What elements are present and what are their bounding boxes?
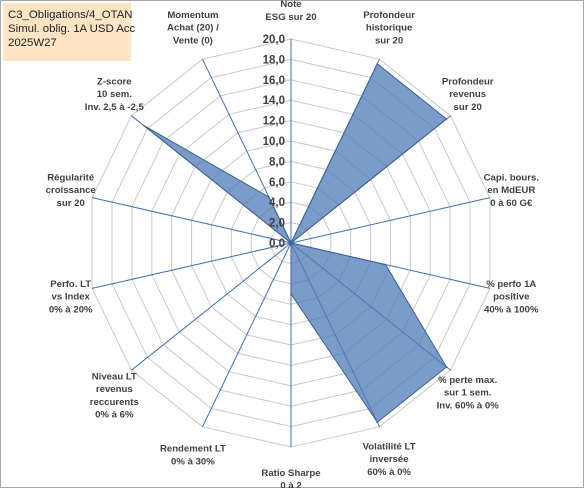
axis-label-line: croissance xyxy=(46,185,96,196)
axis-label-line: Régularité xyxy=(47,172,94,183)
axis-label-line: Volatilité LT xyxy=(363,441,416,452)
series-area xyxy=(143,63,448,423)
axis-label-line: historique xyxy=(366,23,412,34)
radar-spoke xyxy=(91,242,292,289)
axis-label-line: Achat (20) / xyxy=(167,23,219,34)
series-point xyxy=(445,366,448,368)
axis-label-line: Note xyxy=(280,0,301,10)
series-point xyxy=(268,196,270,198)
tick-label: 16,0 xyxy=(263,75,285,87)
axis-label-line: 0% à 6% xyxy=(95,410,134,421)
axis-label-line: inversée xyxy=(370,454,409,465)
radar-series xyxy=(142,63,448,424)
axis-label-line: % perte max. xyxy=(438,375,497,386)
axis-label-line: revenus xyxy=(449,89,486,100)
axis-label-11: Perfo. LT vs Index 0% à 20% xyxy=(49,279,93,316)
axis-label-line: Profondeur xyxy=(442,76,494,87)
axis-label-line: sur 20 xyxy=(375,36,403,47)
series-point xyxy=(376,421,379,424)
axis-label-9: Rendement LT 0% à 30% xyxy=(160,444,226,468)
axis-label-line: 0% à 20% xyxy=(49,305,93,316)
axis-label-line: ESG sur 20 xyxy=(265,12,316,23)
tick-label: 4,0 xyxy=(269,197,285,209)
series-point xyxy=(290,242,292,244)
axis-label-line: Capi. bours. xyxy=(484,172,539,183)
axis-label-line: Perfo. LT xyxy=(50,279,91,290)
axis-label-line: reccurents xyxy=(90,397,139,408)
axis-label-10: Niveau LT revenus reccurents 0% à 6% xyxy=(90,371,139,420)
axis-label-line: sur 20 xyxy=(454,102,482,113)
axis-label-line: sur 20 xyxy=(57,198,85,209)
axis-label-line: Vente (0) xyxy=(173,36,213,47)
axis-label-line: Profondeur xyxy=(363,10,415,21)
axis-label-line: 0% à 30% xyxy=(171,457,215,468)
series-point xyxy=(445,118,448,120)
axis-label-line: Momentum xyxy=(167,10,218,21)
axis-label-line: 40% à 100% xyxy=(484,305,539,316)
tick-label: 12,0 xyxy=(263,116,285,128)
axis-label-line: % perfo 1A xyxy=(486,279,536,290)
radar-axis-labels: Note ESG sur 20 Profondeur historique sur 20… xyxy=(46,0,539,488)
series-point xyxy=(376,63,379,65)
axis-label-line: Ratio Sharpe xyxy=(261,468,320,479)
tick-label: 14,0 xyxy=(263,95,285,107)
axis-label-line: revenus xyxy=(96,384,133,395)
axis-label-4: Capi. bours. en MdEUR 0 à 60 G€ xyxy=(484,172,539,209)
tick-label: 6,0 xyxy=(269,177,285,189)
tick-label: 8,0 xyxy=(269,156,285,168)
axis-label-7: Volatilité LT inversée 60% à 0% xyxy=(363,441,416,478)
axis-label-line: 10 sem. xyxy=(97,89,132,100)
tick-label: 0,0 xyxy=(269,238,285,250)
axis-label-2: Profondeur historique sur 20 xyxy=(363,10,415,47)
axis-label-line: 0 à 60 G€ xyxy=(490,198,533,209)
tick-label: 18,0 xyxy=(263,54,285,66)
axis-label-line: Inv. 60% à 0% xyxy=(437,401,500,412)
fund-name: Simul. oblig. 1A USD Acc xyxy=(8,23,136,35)
axis-label-line: positive xyxy=(493,292,529,303)
axis-label-line: sur 1 sem. xyxy=(444,388,491,399)
axis-label-8: Ratio Sharpe 0 à 2 xyxy=(261,468,320,488)
axis-label-14: Momentum Achat (20) / Vente (0) xyxy=(167,10,219,47)
tick-label: 2,0 xyxy=(269,218,285,230)
radar-spoke xyxy=(91,197,292,244)
axis-label-line: Inv. 2,5 à -2,5 xyxy=(85,102,145,113)
axis-label-5: % perfo 1A positive 40% à 100% xyxy=(484,279,539,316)
axis-label-line: en MdEUR xyxy=(487,185,535,196)
axis-label-line: vs Index xyxy=(51,292,90,303)
axis-label-line: 60% à 0% xyxy=(367,467,411,478)
fund-info-box: C3_Obligations/4_OTAN Simul. oblig. 1A U… xyxy=(3,3,136,61)
axis-label-line: Rendement LT xyxy=(160,444,226,455)
radar-spoke xyxy=(131,242,292,371)
axis-label-line: Niveau LT xyxy=(92,371,137,382)
tick-label: 20,0 xyxy=(263,34,285,46)
axis-label-12: Régularité croissance sur 20 xyxy=(46,172,96,209)
axis-label-line: 0 à 2 xyxy=(280,481,301,488)
axis-label-6: % perte max. sur 1 sem. Inv. 60% à 0% xyxy=(437,375,500,412)
axis-label-3: Profondeur revenus sur 20 xyxy=(442,76,494,113)
radar-spoke xyxy=(202,242,292,428)
fund-category: C3_Obligations/4_OTAN xyxy=(8,9,133,21)
series-point xyxy=(142,124,145,127)
axis-label-1: Note ESG sur 20 xyxy=(265,0,316,23)
fund-week: 2025W27 xyxy=(8,37,57,49)
radar-tick-labels: 0,0 2,0 4,0 6,0 8,0 10,0 12,0 14,0 16,0 18,0 20,0 xyxy=(263,34,285,250)
radar-spoke xyxy=(290,197,491,244)
axis-label-line: Z-score xyxy=(97,76,132,87)
series-point xyxy=(290,293,292,295)
tick-label: 10,0 xyxy=(263,136,285,148)
series-point xyxy=(384,263,387,266)
axis-label-13: Z-score 10 sem. Inv. 2,5 à -2,5 xyxy=(85,76,145,113)
